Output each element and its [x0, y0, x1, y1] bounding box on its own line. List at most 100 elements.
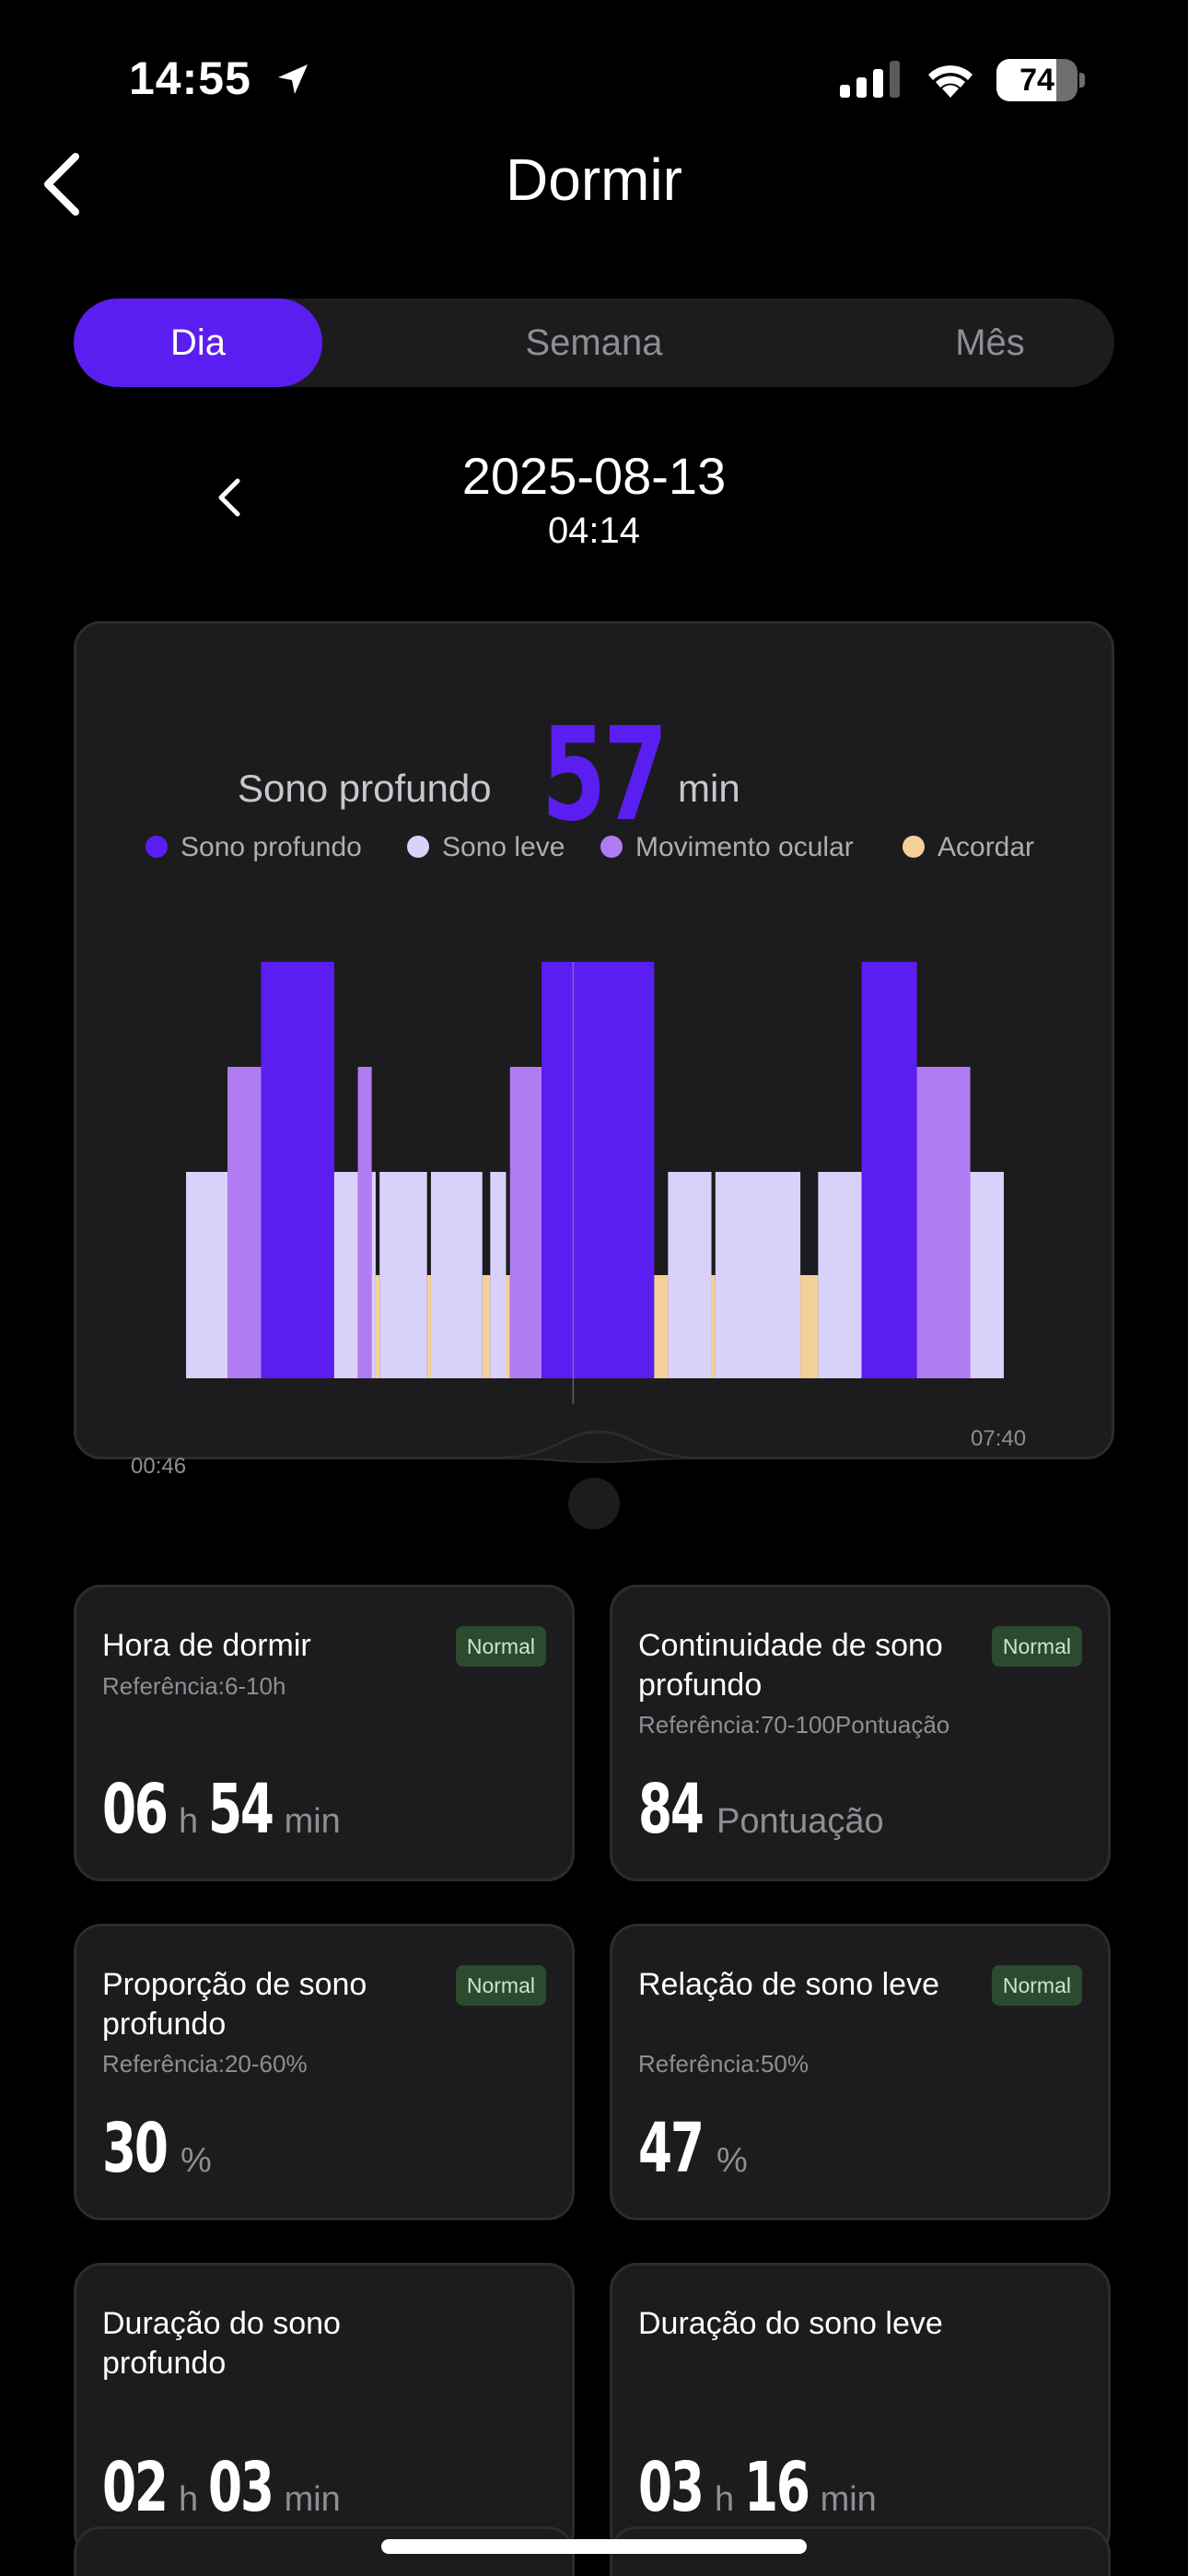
stat-card-deep-continuity[interactable]: Continuidade de sono profundo Normal Ref… [610, 1585, 1111, 1881]
stat-card-sleep-time[interactable]: Hora de dormir Normal Referência:6-10h 0… [74, 1585, 575, 1881]
cellular-signal-icon [840, 61, 900, 98]
sleep-segment-awake [711, 1275, 716, 1378]
legend-item-light: Sono leve [407, 829, 565, 866]
legend-item-awake: Acordar [903, 829, 1034, 866]
legend-dot-icon [146, 836, 168, 859]
stat-card-deep-duration[interactable]: Duração do sono profundo 02 h 03 min [74, 2263, 575, 2559]
tab-day[interactable]: Dia [74, 299, 322, 387]
tab-month[interactable]: Mês [955, 322, 1025, 363]
stat-value: 30% [102, 2109, 212, 2188]
summary-unit: min [678, 767, 740, 810]
value-unit: Pontuação [716, 1802, 884, 1841]
stat-card-partial[interactable] [610, 2526, 1111, 2576]
stat-title: Duração do sono leve [638, 2306, 943, 2341]
legend-dot-icon [407, 836, 429, 859]
previous-date-chevron-icon[interactable] [203, 461, 258, 534]
value-number: 16 [743, 2448, 810, 2527]
chart-drag-handle[interactable] [568, 1478, 620, 1529]
value-number: 03 [638, 2448, 705, 2527]
sleep-segment-rem [357, 1067, 372, 1378]
legend-item-rem: Movimento ocular [600, 829, 854, 866]
legend-label: Sono profundo [181, 832, 362, 862]
legend-label: Acordar [938, 832, 1035, 862]
legend-dot-icon [903, 836, 925, 859]
sleep-segment-deep [861, 962, 917, 1378]
sleep-segment-deep [261, 962, 334, 1378]
value-unit: h [178, 2480, 199, 2519]
sleep-segment-light [371, 1172, 376, 1378]
stat-title: Relação de sono leve [638, 1967, 940, 2002]
period-tabs: Dia Semana Mês [74, 299, 1114, 387]
value-unit: min [820, 2480, 877, 2519]
sleep-stage-chart[interactable] [74, 621, 1114, 1502]
legend-dot-icon [600, 836, 623, 859]
summary-label: Sono profundo [238, 767, 492, 810]
value-unit: h [178, 1802, 199, 1841]
sleep-segment-light [668, 1172, 712, 1378]
sleep-segment-awake [375, 1275, 380, 1378]
stat-reference: Referência:6-10h [102, 1672, 286, 1700]
value-unit: h [714, 2480, 735, 2519]
home-indicator [381, 2539, 807, 2554]
sleep-segment-rem [227, 1067, 262, 1378]
value-number: 84 [638, 1770, 705, 1849]
stat-value: 02 h 03 min [102, 2448, 341, 2527]
stat-title: Continuidade de sono profundo [638, 1628, 943, 1703]
stat-card-light-duration[interactable]: Duração do sono leve 03 h 16 min [610, 2263, 1111, 2559]
tab-week[interactable]: Semana [525, 322, 663, 363]
stat-value: 47% [638, 2109, 748, 2188]
stat-title: Hora de dormir [102, 1628, 311, 1663]
location-arrow-icon [278, 64, 308, 94]
value-number: 30 [102, 2109, 169, 2188]
stat-reference: Referência:50% [638, 2050, 809, 2078]
sleep-segment-awake [506, 1275, 510, 1378]
sleep-segment-light [490, 1172, 507, 1378]
status-time: 14:55 [129, 53, 251, 104]
battery-percent: 74 [1019, 63, 1054, 98]
status-badge: Normal [991, 1965, 1082, 2006]
summary-value: 57 [542, 700, 668, 850]
stat-reference: Referência:70-100Pontuação [638, 1711, 950, 1739]
value-number: 54 [207, 1770, 274, 1849]
value-unit: % [716, 2141, 748, 2180]
value-number: 06 [102, 1770, 169, 1849]
battery-fill [996, 59, 1057, 101]
sleep-segment-awake [426, 1275, 431, 1378]
sleep-segment-light [818, 1172, 862, 1378]
selected-date: 2025-08-13 [461, 447, 727, 505]
stat-value: 84 Pontuação [638, 1770, 884, 1849]
status-badge: Normal [455, 1626, 546, 1667]
stat-value: 03 h 16 min [638, 2448, 877, 2527]
sleep-chart-card: Sono profundo 57 min Sono profundo Sono … [74, 621, 1114, 1502]
legend-label: Sono leve [442, 832, 565, 862]
x-axis-end-label: 07:40 [971, 1426, 1027, 1451]
value-number: 02 [102, 2448, 169, 2527]
sleep-segment-light [333, 1172, 358, 1378]
value-number: 03 [207, 2448, 274, 2527]
sleep-segment-rem [509, 1067, 542, 1378]
status-badge: Normal [991, 1626, 1082, 1667]
value-unit: min [284, 1802, 341, 1841]
battery-icon: 74 [996, 59, 1085, 101]
sleep-segment-light [970, 1172, 1004, 1378]
legend-item-deep: Sono profundo [146, 829, 362, 866]
sleep-segment-awake [654, 1275, 669, 1378]
stat-title: Duração do sono profundo [102, 2306, 341, 2381]
stat-title: Proporção de sono profundo [102, 1967, 367, 2042]
sleep-segment-light [379, 1172, 427, 1378]
back-chevron-icon[interactable] [28, 138, 101, 230]
legend-label: Movimento ocular [635, 832, 854, 862]
value-unit: min [284, 2480, 341, 2519]
sleep-segment-deep [542, 962, 655, 1378]
value-unit: % [180, 2141, 212, 2180]
page-title: Dormir [506, 146, 682, 213]
sleep-segment-rem [916, 1067, 971, 1378]
sleep-segment-light [715, 1172, 801, 1378]
selected-time: 04:14 [547, 510, 641, 551]
status-bar: 14:55 74 [0, 0, 1188, 157]
value-number: 47 [638, 2109, 705, 2188]
stat-card-deep-ratio[interactable]: Proporção de sono profundo Normal Referê… [74, 1924, 575, 2220]
stat-value: 06 h 54 min [102, 1770, 341, 1849]
stat-card-light-ratio[interactable]: Relação de sono leve Normal Referência:5… [610, 1924, 1111, 2220]
status-badge: Normal [455, 1965, 546, 2006]
